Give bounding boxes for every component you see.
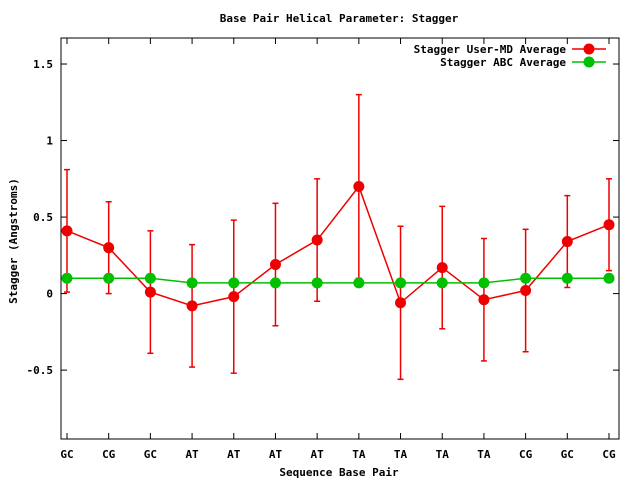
x-tick-label: AT <box>185 448 199 461</box>
data-point <box>144 272 156 284</box>
y-tick-label: 1 <box>46 135 53 148</box>
series-layer <box>61 93 615 381</box>
data-point <box>436 277 448 289</box>
x-tick-label: TA <box>352 448 366 461</box>
data-point <box>228 291 240 303</box>
x-tick-label: CG <box>602 448 616 461</box>
data-point <box>353 180 365 192</box>
data-point <box>311 277 323 289</box>
y-tick-label: 0 <box>46 288 53 301</box>
data-point <box>395 277 407 289</box>
axis-ticks: -0.5 0 0.5 1 1.5 GC CG GC AT AT AT AT TA TA TA TA CG GC CG <box>27 38 619 461</box>
x-tick-label: CG <box>102 448 116 461</box>
data-point <box>103 242 115 254</box>
x-tick-label: TA <box>394 448 408 461</box>
data-point <box>603 272 615 284</box>
y-axis-label: Stagger (Angstroms) <box>7 178 20 304</box>
data-point <box>186 300 198 312</box>
data-point <box>61 272 73 284</box>
data-point <box>520 285 532 297</box>
data-point <box>103 272 115 284</box>
data-point <box>561 272 573 284</box>
data-point <box>311 234 323 246</box>
data-point <box>436 262 448 274</box>
data-point <box>269 277 281 289</box>
legend-label: Stagger User-MD Average <box>414 43 567 56</box>
series-line <box>67 277 609 284</box>
series-line <box>66 184 610 307</box>
legend-marker <box>583 43 595 55</box>
data-point <box>478 294 490 306</box>
data-point <box>603 219 615 231</box>
data-point <box>561 236 573 248</box>
y-tick-label: 0.5 <box>33 211 53 224</box>
data-point <box>269 259 281 271</box>
x-tick-label: TA <box>436 448 450 461</box>
x-tick-label: AT <box>227 448 241 461</box>
data-point <box>353 277 365 289</box>
x-tick-label: AT <box>311 448 325 461</box>
data-point <box>61 225 73 237</box>
legend-marker <box>583 56 595 68</box>
chart-title: Base Pair Helical Parameter: Stagger <box>220 12 459 25</box>
y-tick-label: -0.5 <box>27 364 54 377</box>
data-point <box>478 277 490 289</box>
y-tick-label: 1.5 <box>33 58 53 71</box>
data-point <box>395 297 407 309</box>
data-point <box>520 272 532 284</box>
legend-label: Stagger ABC Average <box>440 56 566 69</box>
x-tick-label: GC <box>60 448 73 461</box>
x-tick-label: GC <box>561 448 574 461</box>
x-tick-label: AT <box>269 448 283 461</box>
x-axis-label: Sequence Base Pair <box>279 466 399 479</box>
x-tick-label: TA <box>477 448 491 461</box>
data-point <box>186 277 198 289</box>
data-point <box>144 286 156 298</box>
plot-frame <box>60 37 620 440</box>
data-point <box>228 277 240 289</box>
x-tick-label: CG <box>519 448 533 461</box>
x-tick-label: GC <box>144 448 157 461</box>
